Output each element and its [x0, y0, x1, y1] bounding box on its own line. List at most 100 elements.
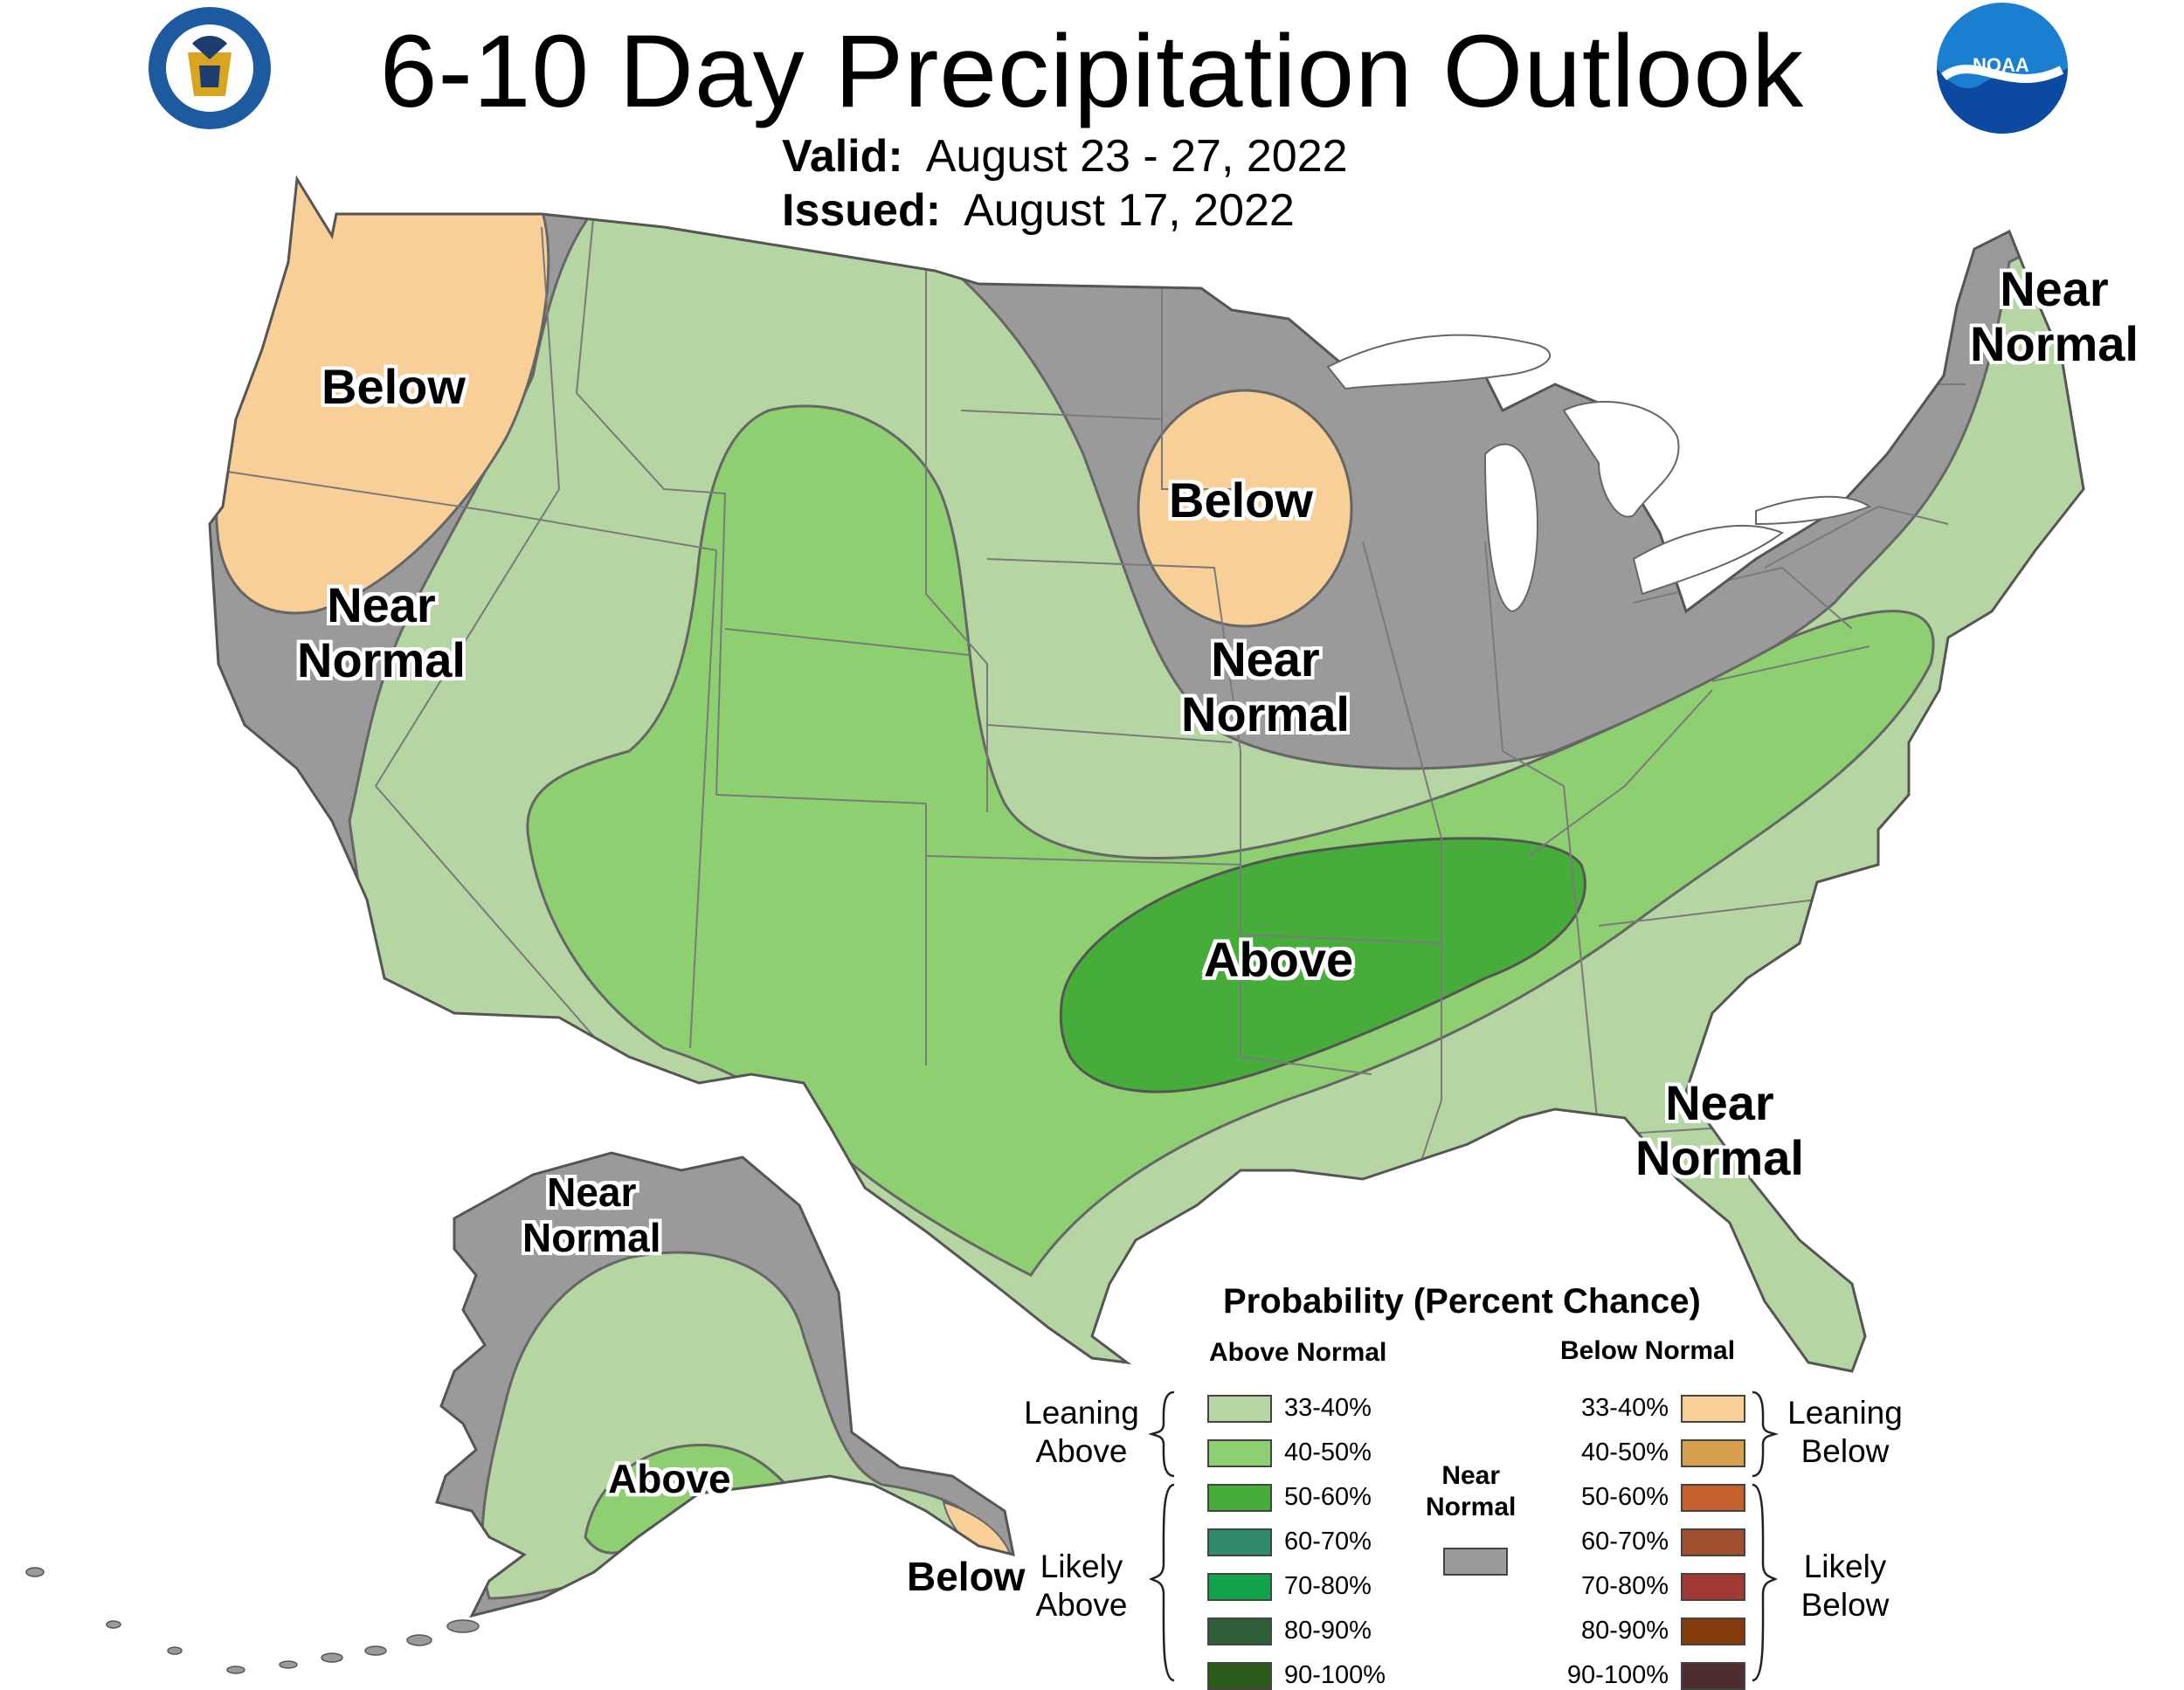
- legend-likely-below: Likely Below: [1784, 1548, 1906, 1624]
- legend-leaning-word: Leaning: [1787, 1395, 1903, 1431]
- legend-below-braces: [1752, 1390, 1779, 1682]
- legend-row-label: 90-100%: [1284, 1661, 1386, 1689]
- legend-swatch: [1681, 1572, 1745, 1601]
- leaning-below-region-alaska: [942, 1500, 1013, 1565]
- noaa-logo-text: NOAA: [1973, 54, 2029, 76]
- label-west-normal: Normal: [297, 631, 466, 687]
- legend-above-row: 90-100%: [1207, 1661, 1386, 1690]
- legend-leaning-below: Leaning Below: [1784, 1394, 1906, 1471]
- label-alaska-below: Below: [907, 1554, 1026, 1599]
- legend-row-label: 80-90%: [1581, 1617, 1669, 1645]
- legend-swatch: [1681, 1394, 1745, 1423]
- label-west-below: Below: [321, 359, 466, 414]
- legend-swatch: [1681, 1617, 1745, 1645]
- label-alaska-near: Near: [547, 1169, 637, 1215]
- legend-swatch: [1207, 1572, 1272, 1601]
- label-south-above: Above: [1204, 932, 1354, 987]
- legend-likely-word: Likely: [1040, 1549, 1123, 1584]
- legend-leaning-word: Leaning: [1024, 1395, 1139, 1431]
- legend-swatch: [1207, 1394, 1272, 1423]
- label-northeast-normal: Normal: [1970, 315, 2139, 371]
- legend-swatch: [1207, 1661, 1272, 1690]
- label-northeast-near-normal: Near Normal: [1970, 261, 2139, 371]
- legend-below-row: 60-70%: [1555, 1528, 1745, 1556]
- legend-above-row: 33-40%: [1207, 1394, 1372, 1423]
- legend-swatch: [1207, 1528, 1272, 1556]
- legend-above-word: Above: [1035, 1587, 1128, 1623]
- legend-above-row: 80-90%: [1207, 1617, 1372, 1645]
- issued-date: August 17, 2022: [964, 185, 1295, 236]
- legend-near-word: Near: [1441, 1461, 1501, 1490]
- legend-likely-above: Likely Above: [1020, 1548, 1143, 1624]
- legend-above-row: 70-80%: [1207, 1572, 1372, 1601]
- legend-above-row: 40-50%: [1207, 1438, 1372, 1467]
- legend-near-heading: Near Normal: [1426, 1460, 1516, 1523]
- legend-likely-word: Likely: [1803, 1549, 1887, 1584]
- legend-above-word: Above: [1035, 1433, 1128, 1469]
- label-midwest-near: Near: [1211, 631, 1320, 686]
- legend-row-label: 90-100%: [1566, 1661, 1669, 1689]
- legend-row-label: 40-50%: [1581, 1438, 1669, 1466]
- legend-above-braces: [1148, 1390, 1175, 1682]
- legend-row-label: 70-80%: [1284, 1572, 1372, 1600]
- legend-below-row: 40-50%: [1555, 1438, 1745, 1467]
- legend-title: Probability (Percent Chance): [1223, 1282, 1701, 1321]
- legend-above-heading: Above Normal: [1209, 1338, 1387, 1367]
- label-alaska-above: Above: [608, 1456, 731, 1501]
- label-midwest-normal: Normal: [1181, 686, 1350, 742]
- page-title: 6-10 Day Precipitation Outlook: [379, 14, 1805, 129]
- legend-swatch: [1681, 1528, 1745, 1556]
- valid-dates: August 23 - 27, 2022: [925, 131, 1348, 182]
- valid-issued-block: Valid: August 23 - 27, 2022 Issued: Augu…: [782, 129, 1348, 238]
- legend-swatch: [1207, 1438, 1272, 1467]
- legend-below-row: 90-100%: [1555, 1661, 1745, 1690]
- commerce-seal-logo: [149, 7, 271, 129]
- label-midwest-near-normal: Near Normal: [1181, 631, 1350, 742]
- label-west-near-normal: Near Normal: [297, 577, 466, 687]
- legend-normal-word: Normal: [1426, 1493, 1517, 1521]
- above-40-50-region-conus: [526, 404, 1935, 1277]
- legend-leaning-above: Leaning Above: [1020, 1394, 1143, 1471]
- legend-row-label: 70-80%: [1581, 1572, 1669, 1600]
- legend-below-heading: Below Normal: [1560, 1336, 1736, 1365]
- leaning-above-region-alaska: [480, 1251, 999, 1600]
- legend-swatch: [1681, 1483, 1745, 1512]
- great-lakes: [1326, 334, 1872, 613]
- aleutian-islands: [25, 1567, 480, 1674]
- legend-row-label: 80-90%: [1284, 1617, 1372, 1645]
- legend-swatch: [1681, 1438, 1745, 1467]
- legend-row-label: 40-50%: [1284, 1438, 1372, 1466]
- alaska-outline: [435, 1151, 1015, 1618]
- label-west-near: Near: [327, 577, 436, 632]
- legend-below-row: 50-60%: [1555, 1483, 1745, 1512]
- legend-below-word: Below: [1800, 1433, 1890, 1469]
- label-alaska-normal: Normal: [522, 1214, 661, 1260]
- label-alaska-near-normal: Near Normal: [522, 1169, 661, 1260]
- legend-row-label: 50-60%: [1581, 1483, 1669, 1511]
- legend-swatch: [1207, 1617, 1272, 1645]
- label-midwest-below: Below: [1169, 473, 1313, 528]
- legend-below-row: 33-40%: [1555, 1394, 1745, 1423]
- legend-below-row: 70-80%: [1555, 1572, 1745, 1601]
- legend-below-row: 80-90%: [1555, 1617, 1745, 1645]
- legend-swatch: [1681, 1661, 1745, 1690]
- valid-label: Valid:: [782, 131, 903, 182]
- legend-above-row: 50-60%: [1207, 1483, 1372, 1512]
- legend-below-word: Below: [1800, 1587, 1890, 1623]
- legend-row-label: 60-70%: [1284, 1528, 1372, 1555]
- label-northeast-near: Near: [2000, 261, 2109, 316]
- above-50-60-region-conus: [1059, 837, 1586, 1093]
- legend-row-label: 60-70%: [1581, 1528, 1669, 1555]
- legend-row-label: 33-40%: [1581, 1394, 1669, 1422]
- legend-row-label: 33-40%: [1284, 1394, 1372, 1422]
- legend-near-swatch: [1443, 1548, 1508, 1576]
- legend-above-row: 60-70%: [1207, 1528, 1372, 1556]
- noaa-logo: [1937, 3, 2068, 134]
- label-southeast-near-normal: Near Normal: [1635, 1075, 1804, 1185]
- issued-label: Issued:: [782, 185, 942, 236]
- label-southeast-normal: Normal: [1635, 1129, 1804, 1185]
- legend-swatch: [1207, 1483, 1272, 1512]
- label-southeast-near: Near: [1665, 1075, 1774, 1130]
- legend-row-label: 50-60%: [1284, 1483, 1372, 1511]
